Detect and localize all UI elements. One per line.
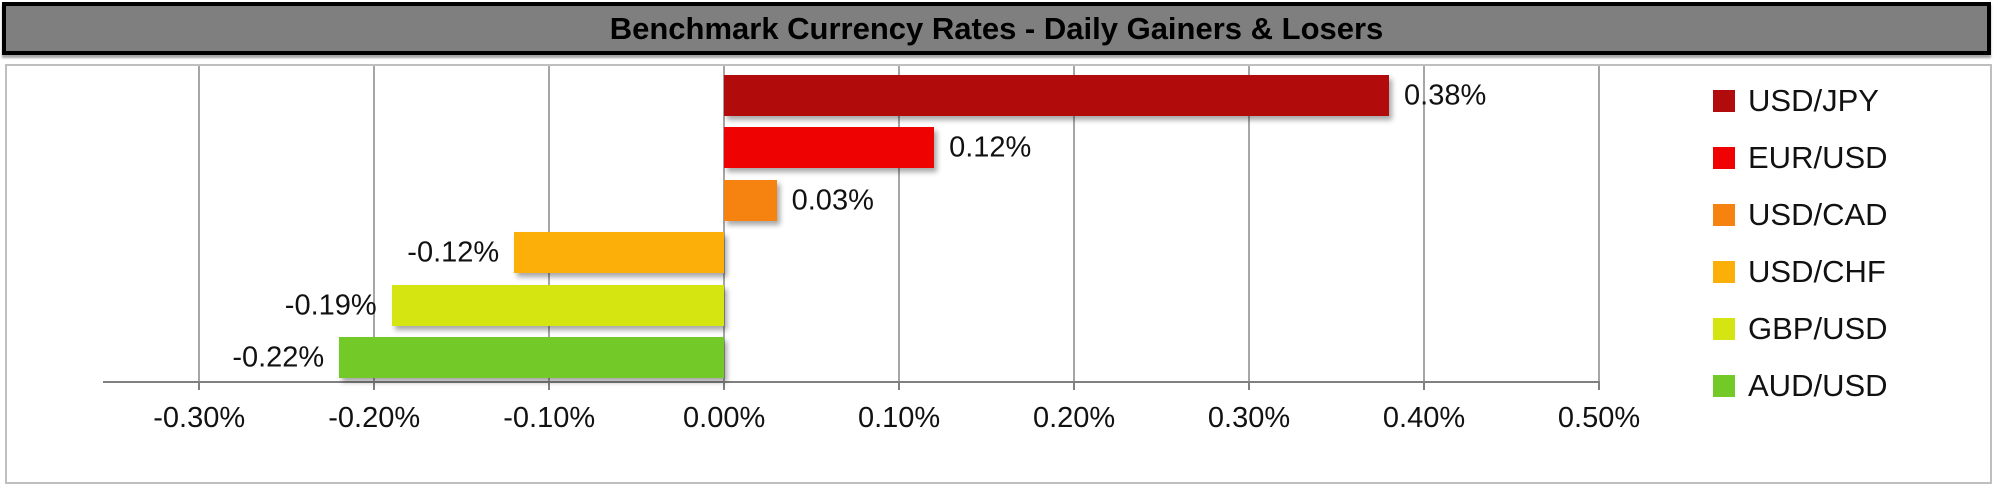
bar-usd-cad	[724, 180, 777, 221]
axis-tick	[1598, 381, 1600, 390]
legend-swatch	[1713, 203, 1735, 226]
chart-area: 0.38% 0.12% 0.03% -0.12% -0.19% -0.22% -0.30%…	[5, 64, 1992, 484]
gridline	[898, 66, 901, 381]
legend-label: USD/CHF	[1748, 253, 1886, 289]
legend-swatch	[1713, 260, 1735, 283]
gridline	[1423, 66, 1426, 381]
bar-aud-usd	[339, 337, 725, 378]
legend-swatch	[1713, 317, 1735, 340]
chart-title: Benchmark Currency Rates - Daily Gainers…	[609, 10, 1384, 46]
axis-tick	[1073, 381, 1076, 390]
x-axis-tick-label: -0.30%	[153, 402, 246, 434]
chart-title-bar: Benchmark Currency Rates - Daily Gainers…	[2, 2, 1991, 55]
x-axis-tick-label: -0.10%	[503, 402, 596, 434]
axis-tick	[1423, 381, 1426, 390]
bar-gbp-usd	[391, 285, 725, 326]
bar-value-label: 0.38%	[1404, 79, 1487, 111]
axis-tick	[723, 381, 726, 390]
gridline	[198, 66, 201, 381]
x-axis-tick-label: 0.40%	[1382, 402, 1466, 434]
legend-label: GBP/USD	[1748, 310, 1888, 346]
axis-tick	[1248, 381, 1251, 390]
legend-item: EUR/USD	[1713, 129, 1988, 186]
legend-swatch	[1713, 146, 1735, 169]
legend-item: USD/CHF	[1713, 243, 1988, 300]
gridline	[1598, 66, 1600, 381]
legend-swatch	[1713, 89, 1735, 112]
legend-item: GBP/USD	[1713, 300, 1988, 357]
legend-item: AUD/USD	[1713, 357, 1988, 414]
bar-usd-jpy	[724, 75, 1390, 116]
gridline	[373, 66, 376, 381]
x-axis-tick-label: -0.20%	[328, 402, 421, 434]
x-axis-tick-label: 0.50%	[1557, 402, 1641, 434]
legend-label: USD/CAD	[1748, 196, 1888, 232]
legend-item: USD/JPY	[1713, 72, 1988, 129]
bar-value-label: -0.19%	[284, 289, 377, 321]
bar-value-label: -0.22%	[232, 341, 325, 373]
bar-value-label: -0.12%	[407, 236, 500, 268]
axis-tick	[198, 381, 201, 390]
gridline	[1073, 66, 1076, 381]
axis-tick	[373, 381, 376, 390]
x-axis-labels: -0.30% -0.20% -0.10% 0.00% 0.10% 0.20% 0.30% 0.…	[103, 402, 1640, 446]
gridline	[723, 66, 726, 381]
bar-value-label: 0.12%	[949, 131, 1032, 163]
bar-value-label: 0.03%	[791, 184, 874, 216]
bar-usd-chf	[514, 232, 725, 273]
legend-item: USD/CAD	[1713, 186, 1988, 243]
legend-label: EUR/USD	[1748, 139, 1888, 175]
legend-label: AUD/USD	[1748, 367, 1888, 403]
legend: USD/JPY EUR/USD USD/CAD USD/CHF GBP/USD AUD/U…	[1713, 72, 1988, 414]
x-axis-tick-label: 0.20%	[1032, 402, 1116, 434]
axis-tick	[548, 381, 551, 390]
x-axis-tick-label: 0.10%	[857, 402, 941, 434]
legend-label: USD/JPY	[1748, 82, 1879, 118]
bar-eur-usd	[724, 127, 935, 168]
gridline	[1248, 66, 1251, 381]
axis-tick	[898, 381, 901, 390]
legend-swatch	[1713, 374, 1735, 397]
x-axis-tick-label: 0.30%	[1207, 402, 1291, 434]
plot-area: 0.38% 0.12% 0.03% -0.12% -0.19% -0.22%	[103, 66, 1600, 390]
gridline	[548, 66, 551, 381]
x-axis-tick-label: 0.00%	[683, 402, 766, 434]
